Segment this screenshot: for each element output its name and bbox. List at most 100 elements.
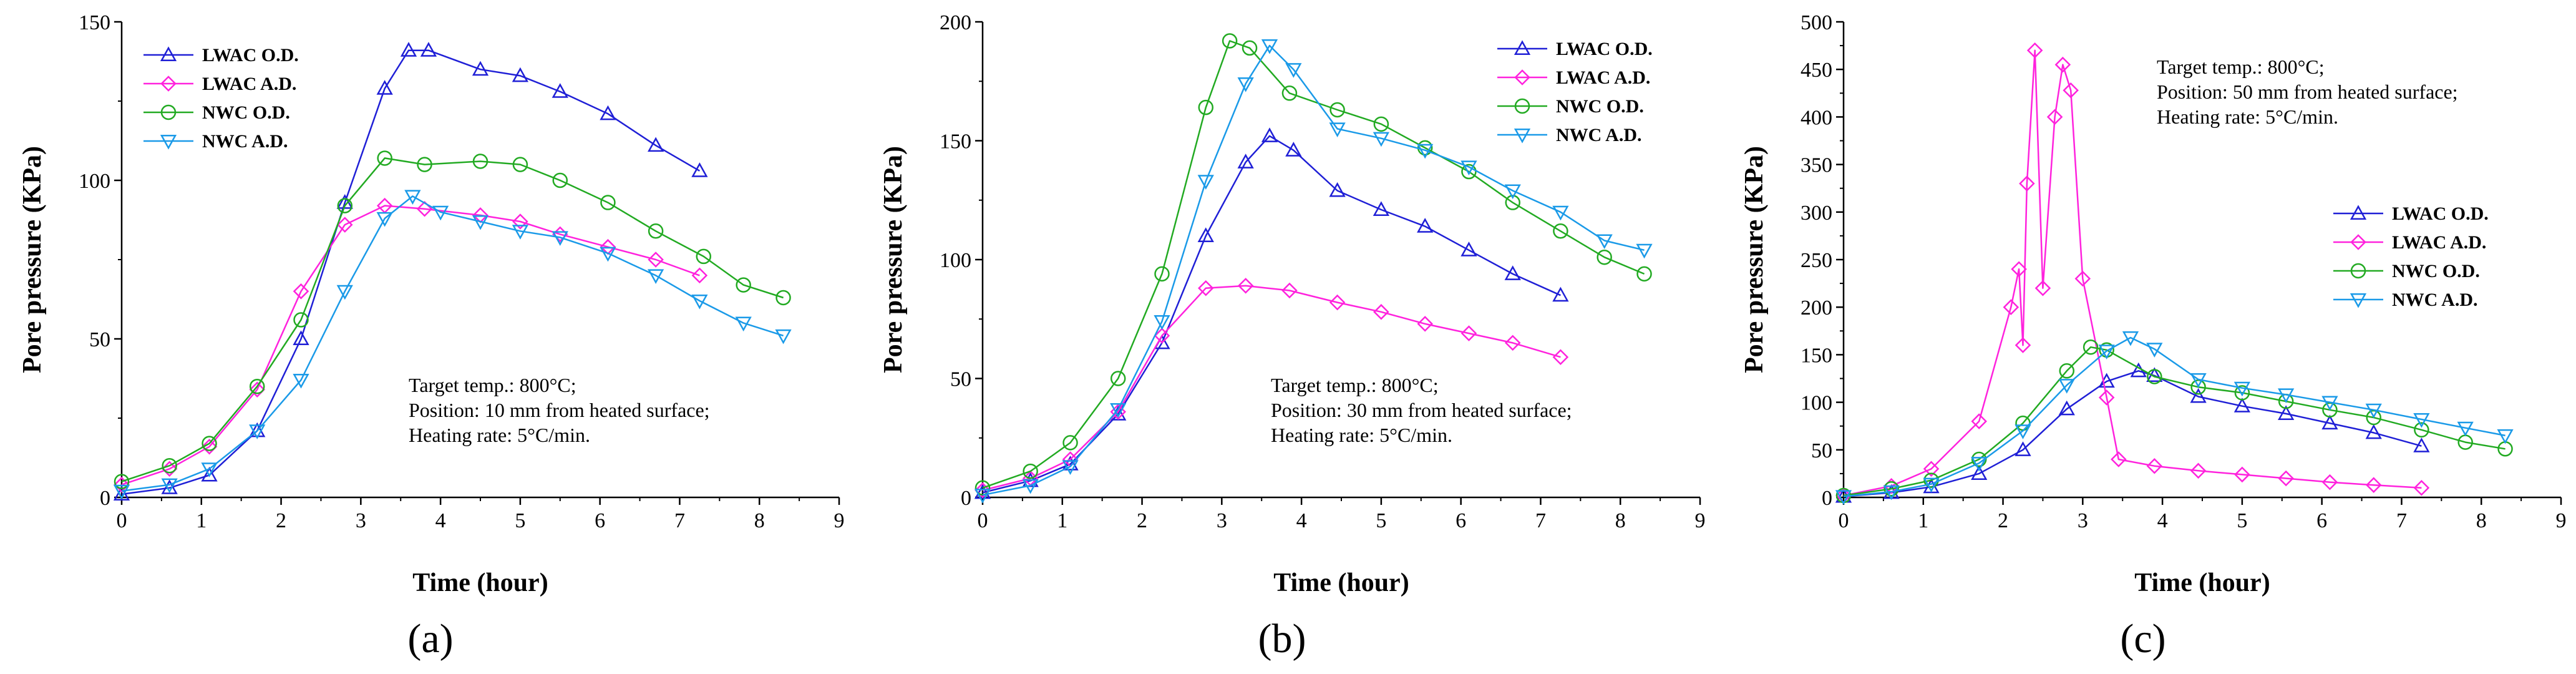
data-point: [416, 200, 433, 217]
data-point: [1237, 278, 1254, 294]
y-tick-label: 200: [940, 11, 971, 34]
x-tick-label: 7: [1535, 509, 1546, 532]
data-point: [1154, 315, 1170, 330]
data-point: [2234, 466, 2250, 483]
series-line-nwcad: [982, 44, 1645, 496]
x-tick-label: 7: [674, 509, 685, 532]
data-point: [1329, 102, 1345, 118]
y-axis-label: Pore pressure (KPa): [879, 146, 908, 373]
data-point: [1552, 205, 1569, 221]
annotation-line: Target temp.: 800°C;: [2157, 56, 2325, 78]
legend-label: LWAC O.D.: [1556, 39, 1653, 59]
legend-label: NWC O.D.: [2392, 261, 2480, 281]
legend-label: NWC A.D.: [2392, 290, 2478, 310]
legend-marker: [1514, 40, 1531, 56]
data-point: [1461, 160, 1477, 175]
data-point: [2015, 337, 2031, 353]
data-point: [512, 157, 528, 172]
data-point: [691, 267, 708, 284]
data-point: [1197, 227, 1214, 242]
data-point: [775, 290, 791, 306]
data-point: [2278, 405, 2295, 420]
annotation-line: Target temp.: 800°C;: [1271, 374, 1439, 396]
data-point: [1062, 460, 1079, 476]
y-tick-label: 350: [1801, 154, 1832, 177]
data-point: [1923, 477, 1940, 493]
series-line-lwacod: [121, 49, 701, 496]
data-point: [162, 457, 177, 474]
x-tick-label: 8: [2476, 509, 2487, 532]
x-tick-label: 6: [595, 509, 605, 532]
data-point: [2497, 429, 2514, 444]
series-line-nwcad: [121, 195, 784, 492]
data-point: [2083, 339, 2099, 355]
data-point: [249, 424, 266, 439]
legend-marker: [1514, 69, 1530, 85]
data-point: [2146, 343, 2163, 358]
data-point: [1883, 485, 1900, 501]
x-tick-label: 4: [435, 509, 446, 532]
data-point: [648, 252, 664, 268]
legend: LWAC O.D. LWAC A.D. NWC O.D. NWC A.D.: [143, 45, 299, 152]
data-point: [512, 225, 529, 240]
x-tick-label: 4: [1296, 509, 1307, 532]
data-point: [337, 198, 353, 213]
data-point: [1461, 242, 1477, 256]
x-tick-label: 9: [2556, 509, 2567, 532]
data-point: [1237, 77, 1254, 92]
data-point: [696, 248, 712, 265]
data-point: [2321, 396, 2338, 411]
y-tick-label: 50: [1811, 439, 1832, 462]
x-tick-label: 4: [2157, 509, 2168, 532]
annotation-line: Position: 10 mm from heated surface;: [409, 399, 710, 421]
series-line-lwacad: [982, 285, 1561, 491]
data-point: [1636, 243, 1653, 259]
data-point: [404, 190, 421, 205]
data-point: [337, 217, 353, 233]
data-point: [512, 67, 529, 82]
x-tick-label: 6: [2316, 509, 2327, 532]
data-point: [2365, 477, 2382, 493]
data-point: [249, 381, 265, 398]
panel-label: (a): [407, 616, 453, 662]
x-tick-label: 2: [276, 509, 286, 532]
legend-label: LWAC A.D.: [202, 74, 296, 94]
data-point: [1971, 451, 1987, 467]
data-point: [1373, 116, 1389, 132]
data-point: [1329, 122, 1346, 138]
data-point: [2190, 462, 2207, 479]
data-point: [1971, 465, 1988, 480]
data-point: [201, 462, 218, 477]
panel-label: (c): [2120, 616, 2165, 662]
panel-label: (b): [1258, 616, 1306, 662]
annotation-line: Heating rate: 5°C/min.: [409, 424, 590, 446]
y-tick-label: 50: [950, 368, 971, 391]
legend: LWAC O.D. LWAC A.D. NWC O.D. NWC A.D.: [1497, 39, 1653, 145]
x-tick-label: 8: [1615, 509, 1626, 532]
data-point: [2054, 56, 2071, 73]
data-point: [974, 489, 991, 504]
legend-label: LWAC O.D.: [202, 45, 299, 66]
x-tick-label: 3: [356, 509, 366, 532]
chart-panel-1: 0 1 2 3 4 5 6 7 8 9 0 50 100 150 Time (hour) Pore press…: [18, 11, 845, 662]
legend-marker: [2350, 234, 2366, 250]
y-tick-label: 150: [940, 130, 971, 154]
annotation-line: Position: 50 mm from heated surface;: [2157, 81, 2458, 103]
data-point: [735, 316, 752, 332]
data-point: [2015, 441, 2031, 456]
data-point: [113, 484, 130, 500]
x-tick-label: 0: [117, 509, 127, 532]
data-point: [1222, 33, 1238, 49]
data-point: [736, 277, 751, 293]
annotation-line: Heating rate: 5°C/min.: [1271, 424, 1452, 446]
data-point: [1023, 463, 1038, 479]
data-point: [1373, 132, 1390, 147]
data-point: [377, 150, 392, 166]
x-tick-label: 0: [978, 509, 988, 532]
data-point: [2046, 109, 2063, 125]
data-point: [1373, 201, 1390, 217]
data-point: [2190, 388, 2207, 403]
series-line-lwacod: [1843, 370, 2422, 497]
data-point: [113, 486, 130, 501]
